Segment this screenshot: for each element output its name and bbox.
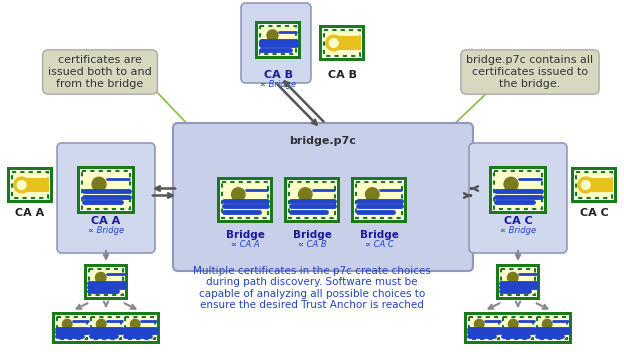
Bar [489, 166, 547, 214]
Circle shape [504, 177, 518, 191]
Text: CA B: CA B [328, 70, 356, 80]
Text: bridge.p7c: bridge.p7c [290, 136, 356, 146]
Bar [469, 317, 499, 339]
Text: ∝ CA A: ∝ CA A [231, 240, 260, 249]
Bar [89, 315, 123, 341]
Text: Bridge: Bridge [225, 230, 265, 240]
Bar [537, 317, 567, 339]
Text: CA C: CA C [504, 216, 532, 226]
FancyBboxPatch shape [173, 123, 473, 271]
Bar [84, 264, 128, 300]
Bar [7, 167, 53, 203]
Circle shape [507, 272, 518, 283]
Bar [55, 315, 89, 341]
Text: bridge.p7c contains all
certificates issued to
the bridge.: bridge.p7c contains all certificates iss… [466, 55, 593, 89]
Bar [125, 317, 155, 339]
Bar [57, 317, 87, 339]
Text: ∝ Bridge: ∝ Bridge [500, 226, 536, 235]
Bar [503, 317, 533, 339]
Text: Bridge: Bridge [359, 230, 399, 240]
Text: certificates are
issued both to and
from the bridge: certificates are issued both to and from… [48, 55, 152, 89]
Text: ∝ CA B: ∝ CA B [298, 240, 326, 249]
Bar [464, 312, 504, 344]
Bar [322, 28, 362, 58]
Bar [52, 312, 92, 344]
Circle shape [96, 319, 106, 329]
Bar [287, 180, 337, 220]
Bar [91, 317, 121, 339]
Bar [10, 170, 50, 200]
Text: ∝ Bridge: ∝ Bridge [260, 80, 296, 89]
Bar [351, 177, 407, 223]
Bar [574, 170, 614, 200]
Bar [501, 315, 535, 341]
Circle shape [130, 319, 140, 329]
Bar [319, 25, 365, 61]
Bar [535, 315, 569, 341]
Circle shape [62, 319, 72, 329]
Bar [532, 312, 572, 344]
Bar [80, 169, 132, 211]
Bar [120, 312, 160, 344]
Circle shape [95, 272, 106, 283]
Circle shape [366, 188, 379, 201]
Text: Multiple certificates in the p7c create choices
during path discovery. Software : Multiple certificates in the p7c create … [193, 266, 431, 310]
Text: CA A: CA A [91, 216, 120, 226]
Bar [255, 21, 301, 59]
Text: CA C: CA C [580, 208, 608, 218]
Circle shape [542, 319, 552, 329]
Bar [12, 172, 48, 198]
FancyBboxPatch shape [469, 143, 567, 253]
Circle shape [14, 177, 30, 193]
Circle shape [298, 188, 312, 201]
Bar [354, 180, 404, 220]
FancyBboxPatch shape [241, 3, 311, 83]
Bar [217, 177, 273, 223]
Circle shape [578, 177, 593, 193]
Text: Bridge: Bridge [293, 230, 331, 240]
Circle shape [582, 181, 590, 189]
Text: CA B: CA B [263, 70, 293, 80]
Bar [467, 315, 501, 341]
Bar [87, 267, 125, 297]
Bar [123, 315, 157, 341]
Bar [498, 312, 538, 344]
Bar [86, 312, 126, 344]
Bar [222, 182, 268, 218]
Circle shape [329, 39, 338, 48]
Circle shape [92, 177, 106, 191]
Circle shape [509, 319, 518, 329]
Bar [492, 169, 544, 211]
FancyBboxPatch shape [57, 143, 155, 253]
Bar [576, 172, 612, 198]
Circle shape [267, 30, 278, 41]
Bar [356, 182, 402, 218]
Bar [89, 269, 123, 295]
Bar [571, 167, 617, 203]
Text: ∝ Bridge: ∝ Bridge [88, 226, 124, 235]
Bar [494, 171, 542, 209]
Circle shape [232, 188, 245, 201]
Text: ∝ CA C: ∝ CA C [364, 240, 393, 249]
Circle shape [326, 35, 342, 51]
Bar [496, 264, 540, 300]
Bar [324, 30, 360, 56]
Circle shape [474, 319, 484, 329]
Bar [501, 269, 535, 295]
Bar [82, 171, 130, 209]
Bar [220, 180, 270, 220]
Bar [260, 26, 296, 54]
Bar [289, 182, 335, 218]
Bar [258, 24, 298, 56]
Text: CA A: CA A [16, 208, 45, 218]
Bar [284, 177, 340, 223]
Circle shape [17, 181, 26, 189]
Bar [499, 267, 537, 297]
Bar [77, 166, 135, 214]
